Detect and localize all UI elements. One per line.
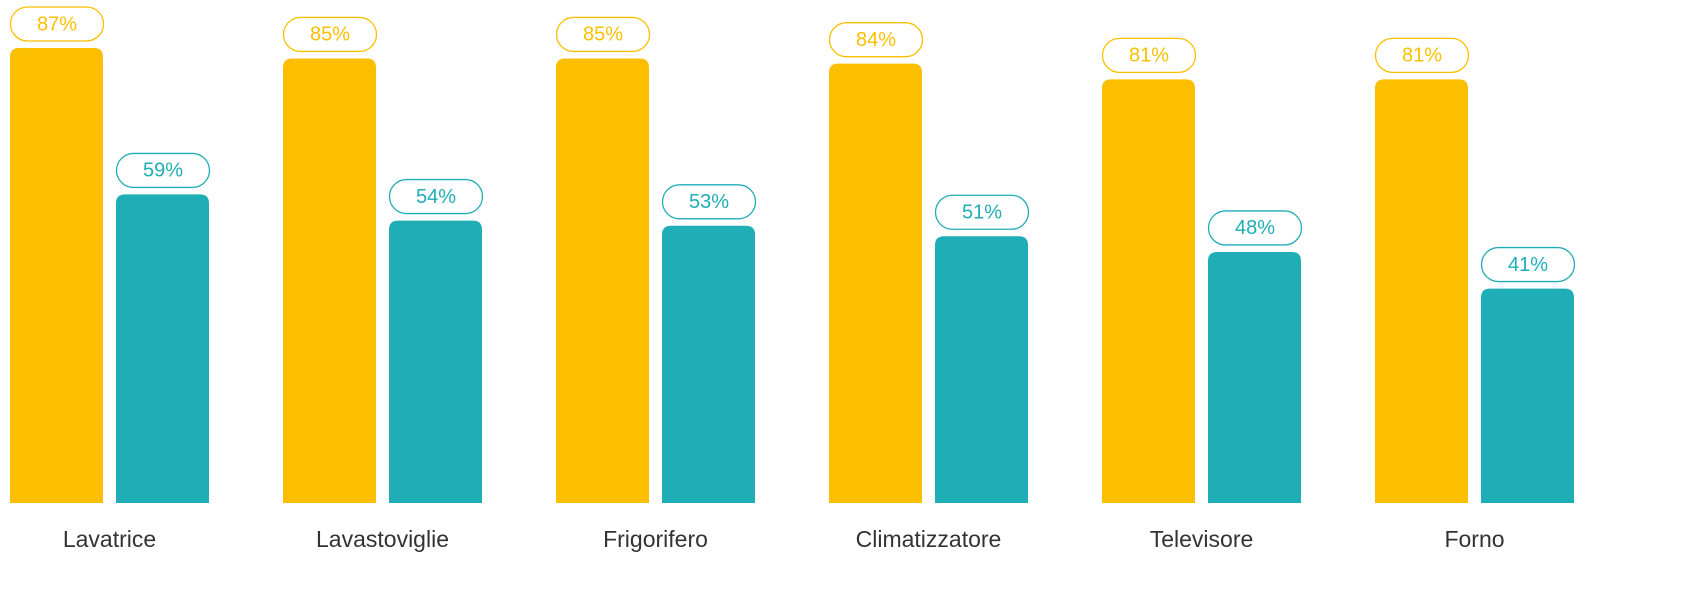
value-label: 59% [143,160,183,182]
value-label: 54% [416,186,456,208]
x-tick-label: Lavatrice [63,526,156,552]
bar [1208,251,1301,503]
bar [1102,79,1195,504]
bar [829,63,922,504]
bar [10,47,103,504]
value-label-box [1374,37,1470,74]
value-label: 51% [962,202,1002,224]
bar [1375,79,1468,504]
bar [116,194,209,503]
bar [662,225,755,503]
value-label-box [1480,246,1576,283]
value-label-box [282,16,378,53]
x-tick-label: Televisore [1150,526,1254,552]
value-label-box [555,16,651,53]
value-label: 81% [1402,45,1442,67]
x-tick-label: Frigorifero [603,526,708,552]
x-tick-label: Forno [1444,526,1504,552]
value-label: 81% [1129,45,1169,67]
value-label: 53% [689,191,729,213]
value-label-box [9,6,105,42]
bar [389,220,482,503]
value-label: 84% [856,29,896,51]
value-label-box [828,22,924,58]
x-tick-label: Lavastoviglie [316,526,449,552]
value-label: 85% [583,24,623,46]
bar [556,58,649,503]
value-label: 41% [1508,254,1548,276]
value-label-box [661,184,757,220]
value-label-box [1207,210,1303,246]
value-label-box [934,194,1030,230]
bar [1481,288,1574,503]
value-label-box [115,152,211,189]
value-label: 85% [310,24,350,46]
value-label: 48% [1235,217,1275,239]
value-label-box [388,178,484,215]
bar [283,58,376,503]
bar [935,236,1028,503]
value-label-box [1101,37,1197,74]
x-tick-label: Climatizzatore [856,526,1002,552]
value-label: 87% [37,13,77,35]
